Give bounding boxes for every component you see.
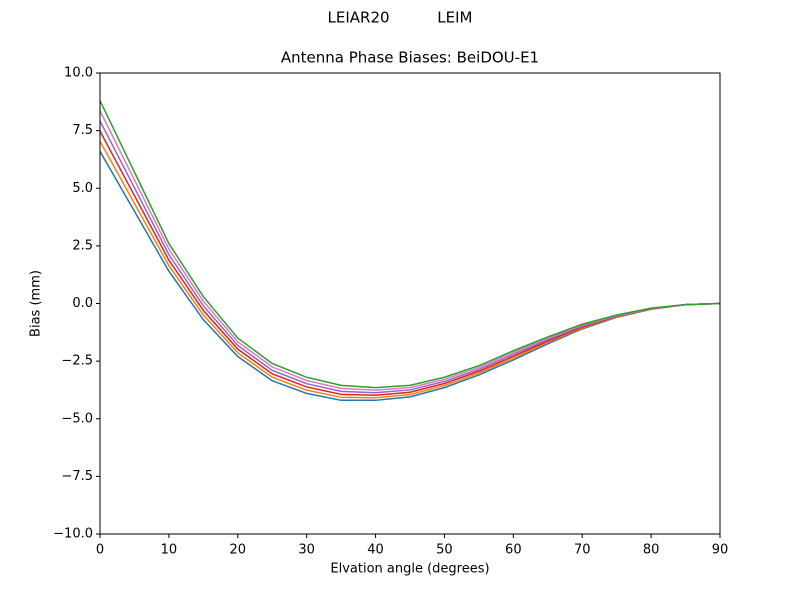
y-tick-label: 7.5 — [72, 123, 93, 138]
x-tick-label: 30 — [298, 543, 315, 558]
series-line — [99, 140, 721, 399]
series-line — [99, 130, 721, 396]
y-tick-label: 0.0 — [72, 296, 93, 311]
series-line — [99, 110, 721, 391]
series-line — [99, 100, 721, 389]
x-tick-label: 80 — [643, 543, 660, 558]
y-axis-label: Bias (mm) — [29, 270, 44, 337]
y-tick-label: 10.0 — [64, 66, 93, 81]
x-tick-label: 60 — [505, 543, 522, 558]
x-tick-label: 40 — [367, 543, 384, 558]
y-tick-label: −7.5 — [61, 469, 93, 484]
x-tick-label: 90 — [712, 543, 729, 558]
y-tick-label: −5.0 — [61, 411, 93, 426]
series-line — [99, 120, 721, 394]
y-tick-label: 2.5 — [72, 238, 93, 253]
x-tick-label: 20 — [230, 543, 247, 558]
plot-frame — [99, 72, 721, 535]
chart-suptitle: LEIAR20 LEIM — [328, 9, 473, 27]
chart-title: Antenna Phase Biases: BeiDOU-E1 — [281, 49, 539, 67]
y-tick-label: −2.5 — [61, 354, 93, 369]
series-line — [99, 150, 721, 402]
y-tick-label: 5.0 — [72, 181, 93, 196]
x-tick-label: 10 — [161, 543, 178, 558]
x-tick-label: 0 — [96, 543, 104, 558]
x-axis-label: Elvation angle (degrees) — [330, 562, 489, 577]
x-tick-label: 50 — [436, 543, 453, 558]
y-tick-label: −10.0 — [53, 527, 93, 542]
x-tick-label: 70 — [574, 543, 591, 558]
